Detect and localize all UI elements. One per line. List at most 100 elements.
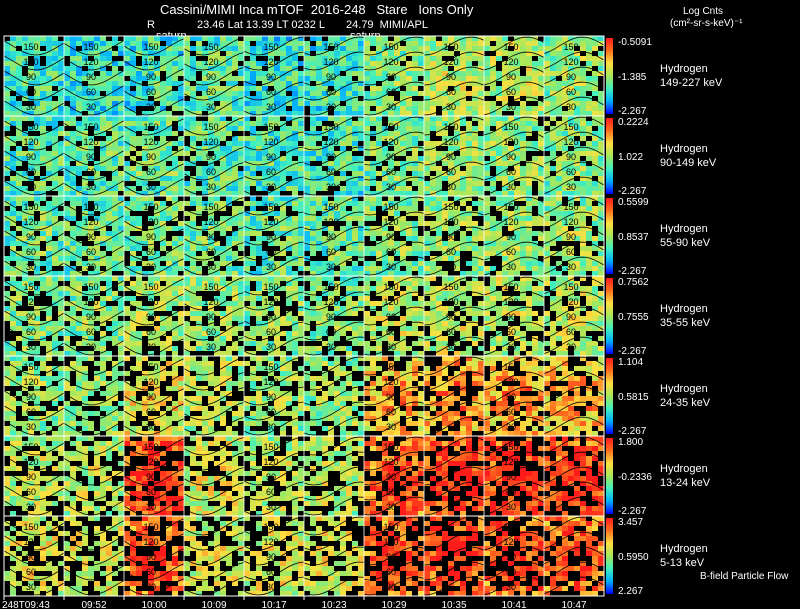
heatmap-cell bbox=[202, 256, 208, 261]
heatmap-cell bbox=[514, 41, 520, 46]
heatmap-cell bbox=[142, 181, 148, 186]
heatmap-cell bbox=[70, 56, 76, 61]
heatmap-cell bbox=[292, 206, 298, 211]
heatmap-cell bbox=[586, 36, 592, 41]
heatmap-cell bbox=[286, 46, 292, 51]
heatmap-cell bbox=[52, 281, 58, 286]
pitch-contour-label: 150 bbox=[143, 122, 158, 132]
heatmap-cell bbox=[454, 191, 460, 196]
pitch-contour-label: 30 bbox=[566, 102, 576, 112]
heatmap-cell bbox=[538, 81, 544, 86]
pitch-contour-label: 120 bbox=[23, 57, 38, 67]
heatmap-cell bbox=[94, 141, 100, 146]
heatmap-cell bbox=[448, 111, 454, 116]
heatmap-cell bbox=[244, 106, 250, 111]
heatmap-cell bbox=[418, 91, 424, 96]
pitch-contour-label: 150 bbox=[23, 122, 38, 132]
heatmap-cell bbox=[250, 231, 256, 236]
heatmap-cell bbox=[442, 161, 448, 166]
heatmap-cell bbox=[490, 266, 496, 271]
heatmap-cell bbox=[142, 86, 148, 91]
heatmap-cell bbox=[352, 66, 358, 71]
heatmap-cell bbox=[298, 116, 304, 121]
heatmap-cell bbox=[22, 251, 28, 256]
heatmap-cell bbox=[220, 251, 226, 256]
heatmap-cell bbox=[484, 81, 490, 86]
heatmap-cell bbox=[382, 81, 388, 86]
heatmap-cell bbox=[412, 61, 418, 66]
heatmap-cell bbox=[142, 146, 148, 151]
heatmap-cell bbox=[388, 51, 394, 56]
heatmap-cell bbox=[286, 256, 292, 261]
heatmap-cell bbox=[406, 226, 412, 231]
heatmap-cell bbox=[484, 41, 490, 46]
heatmap-cell bbox=[124, 231, 130, 236]
heatmap-cell bbox=[430, 246, 436, 251]
heatmap-cell bbox=[280, 66, 286, 71]
heatmap-cell bbox=[274, 261, 280, 266]
heatmap-cell bbox=[526, 261, 532, 266]
pitch-contour-label: 60 bbox=[206, 87, 216, 97]
heatmap-cell bbox=[340, 121, 346, 126]
heatmap-cell bbox=[82, 86, 88, 91]
heatmap-cell bbox=[262, 156, 268, 161]
heatmap-cell bbox=[112, 121, 118, 126]
heatmap-cell bbox=[502, 166, 508, 171]
heatmap-cell bbox=[436, 121, 442, 126]
heatmap-cell bbox=[592, 161, 598, 166]
heatmap-cell bbox=[478, 96, 484, 101]
heatmap-cell bbox=[298, 121, 304, 126]
heatmap-cell bbox=[424, 41, 430, 46]
heatmap-cell bbox=[10, 96, 16, 101]
heatmap-cell bbox=[112, 86, 118, 91]
heatmap-cell bbox=[334, 81, 340, 86]
heatmap-cell bbox=[46, 231, 52, 236]
heatmap-cell bbox=[124, 131, 130, 136]
heatmap-cell bbox=[382, 46, 388, 51]
heatmap-cell bbox=[412, 131, 418, 136]
heatmap-cell bbox=[370, 231, 376, 236]
heatmap-cell bbox=[370, 146, 376, 151]
heatmap-cell bbox=[430, 201, 436, 206]
heatmap-cell bbox=[448, 81, 454, 86]
heatmap-cell bbox=[40, 231, 46, 236]
heatmap-cell bbox=[598, 196, 604, 201]
heatmap-cell bbox=[94, 96, 100, 101]
heatmap-cell bbox=[238, 156, 244, 161]
heatmap-cell bbox=[496, 191, 502, 196]
heatmap-cell bbox=[376, 36, 382, 41]
heatmap-cell bbox=[112, 41, 118, 46]
heatmap-cell bbox=[40, 96, 46, 101]
heatmap-cell bbox=[160, 176, 166, 181]
heatmap-cell bbox=[226, 321, 232, 326]
heatmap-cell bbox=[262, 271, 268, 276]
pitch-contour-line bbox=[183, 177, 245, 196]
heatmap-cell bbox=[502, 271, 508, 276]
heatmap-cell bbox=[124, 101, 130, 106]
heatmap-cell bbox=[442, 121, 448, 126]
heatmap-cell bbox=[322, 76, 328, 81]
heatmap-cell bbox=[400, 71, 406, 76]
heatmap-cell bbox=[82, 186, 88, 191]
heatmap-cell bbox=[412, 41, 418, 46]
heatmap-cell bbox=[4, 316, 10, 321]
heatmap-cell bbox=[64, 206, 70, 211]
heatmap-cell bbox=[34, 251, 40, 256]
heatmap-cell bbox=[508, 236, 514, 241]
heatmap-cell bbox=[544, 246, 550, 251]
heatmap-cell bbox=[88, 246, 94, 251]
heatmap-cell bbox=[286, 136, 292, 141]
heatmap-cell bbox=[406, 251, 412, 256]
heatmap-cell bbox=[46, 56, 52, 61]
heatmap-cell bbox=[40, 176, 46, 181]
heatmap-cell bbox=[46, 51, 52, 56]
heatmap-cell bbox=[16, 106, 22, 111]
heatmap-cell bbox=[184, 101, 190, 106]
heatmap-cell bbox=[526, 46, 532, 51]
heatmap-cell bbox=[526, 66, 532, 71]
heatmap-cell bbox=[436, 186, 442, 191]
heatmap-cell bbox=[130, 131, 136, 136]
heatmap-cell bbox=[346, 236, 352, 241]
heatmap-cell bbox=[94, 36, 100, 41]
heatmap-cell bbox=[76, 341, 82, 346]
